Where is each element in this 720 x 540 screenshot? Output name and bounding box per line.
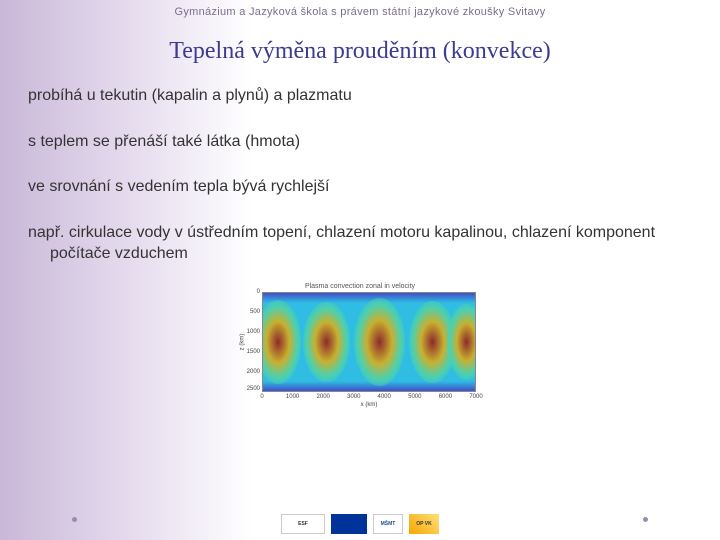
logo-eu [331, 514, 367, 534]
chart-yaxis: z (km) 0 500 1000 1500 2000 2500 [240, 292, 262, 392]
paragraph-4: např. cirkulace vody v ústředním topení,… [28, 222, 692, 265]
ytick: 1000 [247, 329, 260, 335]
chart-title: Plasma convection zonal in velocity [28, 283, 692, 290]
bullet-decoration-right [643, 517, 648, 522]
xtick: 5000 [408, 394, 421, 400]
paragraph-1: probíhá u tekutin (kapalin a plynů) a pl… [28, 85, 692, 107]
chart-container: Plasma convection zonal in velocity z (k… [28, 283, 692, 406]
xtick: 1000 [286, 394, 299, 400]
chart-xaxis: 0 1000 2000 3000 4000 5000 6000 7000 x (… [262, 392, 476, 406]
xtick: 6000 [439, 394, 452, 400]
chart-plot-area [262, 292, 476, 392]
chart-ylabel: z (km) [239, 334, 245, 351]
logo-op: OP VK [409, 514, 439, 534]
slide-title: Tepelná výměna prouděním (konvekce) [0, 38, 720, 65]
xtick: 0 [260, 394, 263, 400]
bullet-decoration-left [72, 517, 77, 522]
chart-plume [447, 304, 476, 380]
paragraph-2: s teplem se přenáší také látka (hmota) [28, 131, 692, 153]
footer-logos: ESF MŠMT OP VK [281, 514, 439, 534]
ytick: 2000 [247, 369, 260, 375]
chart-plume [262, 300, 301, 384]
logo-esf: ESF [281, 514, 325, 534]
content-area: probíhá u tekutin (kapalin a plynů) a pl… [0, 65, 720, 406]
chart-box: z (km) 0 500 1000 1500 2000 2500 0 1000 … [240, 292, 480, 406]
logo-msmt: MŠMT [373, 514, 403, 534]
ytick: 0 [257, 289, 260, 295]
xtick: 4000 [378, 394, 391, 400]
ytick: 1500 [247, 349, 260, 355]
paragraph-3: ve srovnání s vedením tepla bývá rychlej… [28, 176, 692, 198]
xtick: 7000 [469, 394, 482, 400]
eu-stars-icon [342, 517, 356, 531]
xtick: 2000 [317, 394, 330, 400]
chart-plume [303, 302, 350, 382]
chart-plume [354, 298, 405, 386]
chart-xlabel: x (km) [361, 402, 378, 408]
page-header: Gymnázium a Jazyková škola s právem stát… [0, 0, 720, 18]
xtick: 3000 [347, 394, 360, 400]
ytick: 2500 [247, 386, 260, 392]
ytick: 500 [250, 309, 260, 315]
